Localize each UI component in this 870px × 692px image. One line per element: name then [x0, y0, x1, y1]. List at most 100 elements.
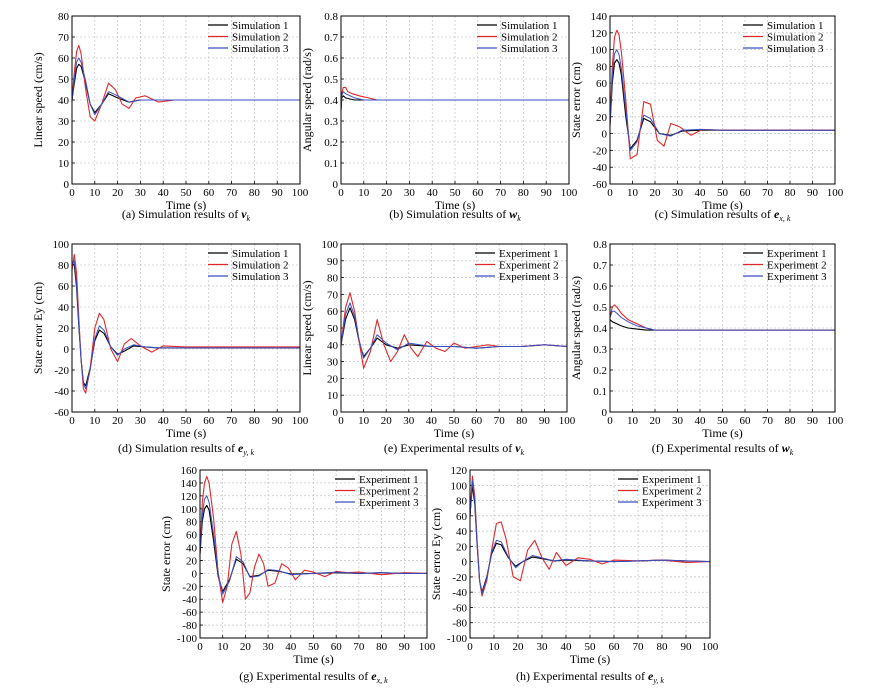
y-tick-label: -80: [452, 618, 467, 630]
caption-text: (d) Simulation results of: [118, 441, 238, 455]
y-tick-label: 0: [64, 344, 70, 356]
x-tick-label: 100: [292, 415, 309, 427]
x-axis-label: Time (s): [702, 426, 743, 440]
y-tick-label: 0.7: [593, 260, 607, 272]
y-tick-label: 100: [451, 480, 468, 492]
caption-symbol: e: [371, 669, 377, 683]
panel-caption: (e) Experimental results of vk: [384, 441, 525, 457]
y-axis-label: Angular speed (rad/s): [569, 276, 583, 380]
y-tick-label: 80: [596, 61, 608, 73]
y-tick-label: 0.2: [593, 365, 607, 377]
panel-caption: (g) Experimental results of ex, k: [239, 669, 388, 685]
x-axis-label: Time (s): [293, 652, 334, 666]
y-tick-label: 20: [58, 137, 70, 149]
y-tick-label: -40: [182, 594, 197, 606]
y-tick-label: 20: [58, 323, 70, 335]
y-tick-label: 0.1: [593, 386, 607, 398]
y-axis-label: Linear speed (cm/s): [300, 280, 314, 375]
x-tick-label: 30: [672, 415, 684, 427]
legend-label-2: Experiment 2: [499, 260, 559, 272]
x-tick-label: 20: [650, 187, 662, 199]
plot-frame: [340, 243, 568, 413]
x-tick-label: 0: [467, 641, 473, 653]
y-tick-label: 60: [186, 530, 198, 542]
x-tick-label: 10: [627, 415, 639, 427]
x-tick-label: 90: [272, 187, 284, 199]
x-tick-label: 90: [681, 641, 693, 653]
series-line-2: [72, 44, 300, 122]
legend-label-2: Simulation 2: [232, 260, 289, 272]
legend-label-1: Simulation 1: [501, 20, 558, 32]
legend-label-2: Simulation 2: [767, 32, 824, 44]
y-tick-label: 80: [327, 273, 339, 285]
x-tick-label: 30: [135, 415, 147, 427]
x-tick-label: 80: [516, 415, 528, 427]
y-tick-label: 20: [327, 373, 339, 385]
chart-panel-0: 0 10 20 30 40 50 60 70 80 90 100 0 10 20 30 40 50 60 70 80 S…: [31, 11, 309, 223]
plot-frame: [609, 243, 836, 413]
y-tick-label: 0.4: [324, 95, 338, 107]
legend-label-2: Simulation 2: [232, 32, 289, 44]
x-tick-label: 20: [381, 187, 393, 199]
x-tick-label: 90: [807, 415, 819, 427]
y-tick-label: -20: [182, 581, 197, 593]
x-tick-label: 60: [740, 187, 752, 199]
x-tick-label: 0: [69, 415, 75, 427]
y-tick-label: 120: [181, 491, 198, 503]
x-tick-label: 90: [399, 641, 411, 653]
series-line-3: [341, 302, 567, 359]
y-tick-label: 0: [602, 129, 608, 141]
y-tick-label: 0: [602, 407, 608, 419]
x-tick-label: 60: [331, 641, 343, 653]
y-tick-label: 50: [58, 74, 70, 86]
y-tick-label: 40: [58, 95, 70, 107]
y-tick-label: 100: [591, 45, 608, 57]
x-tick-label: 70: [226, 187, 238, 199]
legend-label-2: Experiment 2: [642, 486, 702, 498]
x-tick-label: 10: [489, 641, 501, 653]
series-line-3: [610, 310, 835, 331]
x-tick-label: 40: [285, 641, 297, 653]
y-tick-label: 80: [186, 517, 198, 529]
legend-label-1: Experiment 1: [359, 474, 419, 486]
y-tick-label: 0: [333, 407, 339, 419]
x-tick-label: 40: [561, 641, 573, 653]
y-axis-label: State error Ey (cm): [31, 282, 45, 374]
x-axis-label: Time (s): [434, 426, 475, 440]
caption-subscript: k: [247, 214, 251, 223]
x-tick-label: 80: [518, 187, 530, 199]
caption-subscript: y, k: [652, 676, 664, 685]
y-tick-label: 140: [591, 11, 608, 23]
x-tick-label: 70: [762, 187, 774, 199]
caption-subscript: x, k: [376, 676, 389, 685]
series-line-3: [470, 480, 710, 595]
x-tick-label: 70: [353, 641, 365, 653]
y-tick-label: 60: [456, 511, 468, 523]
legend-label-1: Experiment 1: [642, 474, 702, 486]
y-tick-label: 20: [186, 555, 198, 567]
caption-subscript: k: [517, 214, 521, 223]
chart-panel-3: 0 10 20 30 40 50 60 70 80 90 100 -60 -40 -20 0 20 40 60 80…: [31, 239, 309, 457]
x-tick-label: 10: [89, 187, 101, 199]
x-tick-label: 10: [627, 187, 639, 199]
y-tick-label: 40: [58, 302, 70, 314]
x-tick-label: 30: [672, 187, 684, 199]
y-tick-label: 0.7: [324, 32, 338, 44]
caption-text: (f) Experimental results of: [652, 441, 782, 455]
x-tick-label: 50: [308, 641, 320, 653]
y-tick-label: 10: [327, 390, 339, 402]
caption-text: (h) Experimental results of: [516, 669, 648, 683]
x-tick-label: 40: [158, 187, 170, 199]
panel-caption: (c) Simulation results of ex, k: [655, 207, 791, 223]
x-tick-label: 70: [226, 415, 238, 427]
y-tick-label: 60: [596, 78, 608, 90]
y-tick-label: -40: [452, 587, 467, 599]
y-tick-label: 100: [322, 239, 339, 251]
y-tick-label: -40: [592, 162, 607, 174]
caption-subscript: x, k: [778, 214, 791, 223]
x-tick-label: 50: [717, 187, 729, 199]
y-tick-label: -80: [182, 620, 197, 632]
y-tick-label: -20: [54, 365, 69, 377]
y-tick-label: 70: [58, 32, 70, 44]
